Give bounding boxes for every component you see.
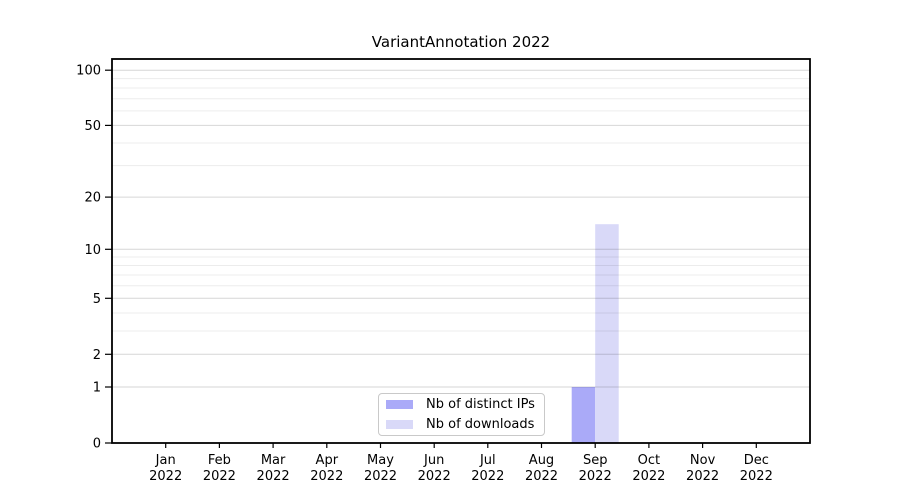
chart-title: VariantAnnotation 2022 — [371, 33, 551, 51]
x-tick-label-month: Jun — [423, 453, 444, 468]
x-tick-label-year: 2022 — [471, 469, 504, 484]
x-tick-label-month: Oct — [638, 453, 660, 468]
x-tick-label-month: Jul — [479, 453, 496, 468]
bar-distinct-ips-sep — [571, 387, 596, 443]
y-tick-label: 10 — [84, 243, 101, 258]
x-tick-label-month: Sep — [583, 453, 608, 468]
legend-swatch-distinct-ips — [386, 400, 413, 409]
bar-downloads-sep — [595, 224, 619, 443]
x-tick-label-year: 2022 — [149, 469, 182, 484]
x-tick-label-month: Jan — [155, 453, 176, 468]
legend-item-distinct-ips: Nb of distinct IPs — [386, 396, 544, 413]
x-tick-label-year: 2022 — [579, 469, 612, 484]
x-tick-label-year: 2022 — [525, 469, 558, 484]
legend-swatch-downloads — [386, 420, 413, 429]
x-tick-label-year: 2022 — [257, 469, 290, 484]
y-tick-label: 2 — [93, 348, 101, 363]
x-tick-label-month: Nov — [690, 453, 716, 468]
x-tick-label-year: 2022 — [203, 469, 236, 484]
x-tick-label-month: Feb — [208, 453, 231, 468]
y-tick-label: 5 — [93, 292, 101, 307]
x-tick-label-month: Dec — [744, 453, 769, 468]
x-tick-label-year: 2022 — [364, 469, 397, 484]
x-tick-label-month: May — [367, 453, 394, 468]
legend-item-downloads: Nb of downloads — [386, 416, 544, 433]
legend-label-distinct-ips: Nb of distinct IPs — [426, 397, 535, 412]
y-tick-label: 20 — [84, 191, 101, 206]
x-tick-label-month: Apr — [316, 453, 339, 468]
legend-label-downloads: Nb of downloads — [426, 417, 535, 432]
x-tick-label-year: 2022 — [418, 469, 451, 484]
y-tick-label: 0 — [93, 437, 101, 452]
x-tick-label-year: 2022 — [632, 469, 665, 484]
x-tick-label-year: 2022 — [686, 469, 719, 484]
x-tick-label-year: 2022 — [740, 469, 773, 484]
x-tick-label-month: Mar — [261, 453, 286, 468]
plot-border — [111, 58, 811, 444]
y-tick-label: 50 — [84, 119, 101, 134]
x-tick-label-year: 2022 — [310, 469, 343, 484]
legend: Nb of distinct IPs Nb of downloads — [378, 393, 545, 436]
x-tick-label-month: Aug — [529, 453, 554, 468]
y-tick-label: 100 — [76, 64, 101, 79]
y-tick-label: 1 — [93, 381, 101, 396]
